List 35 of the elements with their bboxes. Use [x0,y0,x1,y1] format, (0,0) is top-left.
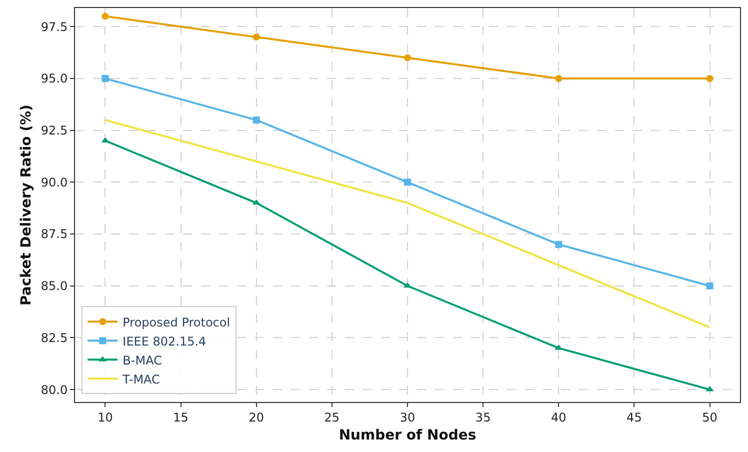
y-tick-label: 92.5 [40,124,68,138]
x-tick-label: 20 [248,410,264,424]
x-tick-label: 40 [551,410,566,424]
x-axis-title: Number of Nodes [338,428,476,444]
point [555,240,562,248]
y-axis-title: Packet Delivery Ratio (%) [18,104,34,306]
point [252,116,260,124]
y-tick-label: 90.0 [40,175,68,190]
point [102,75,109,82]
y-tick-label: 82.5 [40,330,68,345]
legend-label: IEEE 802.15.4 [122,334,206,348]
y-tick-label: 95.0 [40,72,68,86]
y-tick-label: 87.5 [40,227,68,242]
point [404,178,411,186]
y-tick-label: 97.5 [40,20,68,34]
line-series [104,118,711,328]
point [252,199,260,205]
legend-label: T-MAC [122,372,160,386]
point [404,54,411,62]
y-tick-label: 80.0 [40,382,68,397]
x-tick-label: 45 [626,410,642,424]
x-tick-label: 50 [702,410,718,424]
x-tick-label: 15 [173,410,188,424]
legend-label: B-MAC [122,353,162,368]
legend-label: Proposed Protocol [122,315,230,330]
x-tick-label: 35 [475,410,491,424]
point [555,75,562,82]
point [102,12,109,20]
point [252,34,260,41]
x-tick-label: 10 [98,410,113,424]
point [706,282,714,290]
point [706,75,714,82]
y-tick-label: 85.0 [40,279,68,294]
x-tick-label: 25 [324,410,340,424]
x-tick-label: 30 [400,410,416,424]
